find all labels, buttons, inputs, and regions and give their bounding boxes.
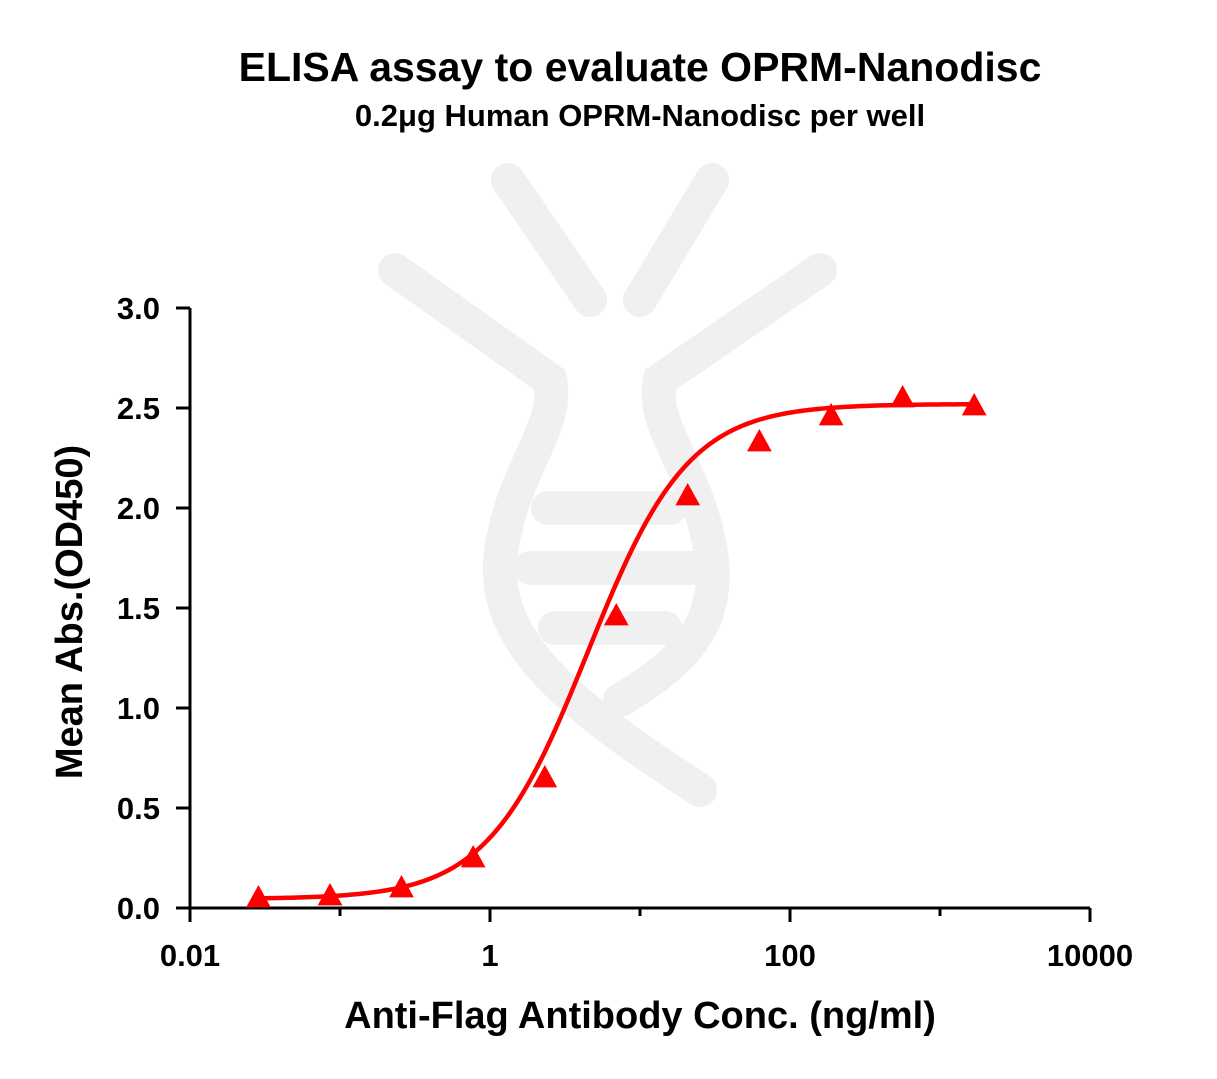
- x-tick-label: 10000: [1047, 938, 1133, 973]
- y-tick-label: 0.5: [117, 791, 160, 826]
- y-tick-label: 2.0: [117, 491, 160, 526]
- y-axis-label: Mean Abs.(OD450): [49, 445, 91, 779]
- y-tick-label: 1.0: [117, 691, 160, 726]
- y-tick-label: 1.5: [117, 591, 160, 626]
- data-point: [961, 393, 987, 416]
- x-tick-label: 100: [764, 938, 816, 973]
- x-axis-label: Anti-Flag Antibody Conc. (ng/ml): [344, 995, 936, 1037]
- watermark-logo: [378, 163, 837, 807]
- data-point: [317, 883, 343, 906]
- data-point: [603, 603, 629, 626]
- data-point: [460, 845, 486, 868]
- data-point: [818, 403, 844, 426]
- data-point: [890, 385, 915, 408]
- axes: 0.0 0.5 1.0 1.5 2.0 2.5 3.0 0.01 1 100 10000: [117, 291, 1133, 973]
- y-tick-label: 0.0: [117, 891, 160, 926]
- data-point: [532, 765, 558, 788]
- y-tick-label: 2.5: [117, 391, 160, 426]
- x-tick-label: 0.01: [160, 938, 220, 973]
- fit-curve: [258, 401, 975, 901]
- y-tick-label: 3.0: [117, 291, 160, 326]
- data-point: [747, 429, 772, 452]
- data-points: [246, 385, 987, 908]
- chart-title: ELISA assay to evaluate OPRM-Nanodisc: [238, 44, 1042, 90]
- data-point: [389, 875, 414, 898]
- fit-curve-group: [258, 401, 975, 901]
- data-point: [246, 885, 271, 908]
- chart-subtitle: 0.2μg Human OPRM-Nanodisc per well: [354, 98, 926, 133]
- x-tick-label: 1: [481, 938, 498, 973]
- data-point: [675, 483, 701, 506]
